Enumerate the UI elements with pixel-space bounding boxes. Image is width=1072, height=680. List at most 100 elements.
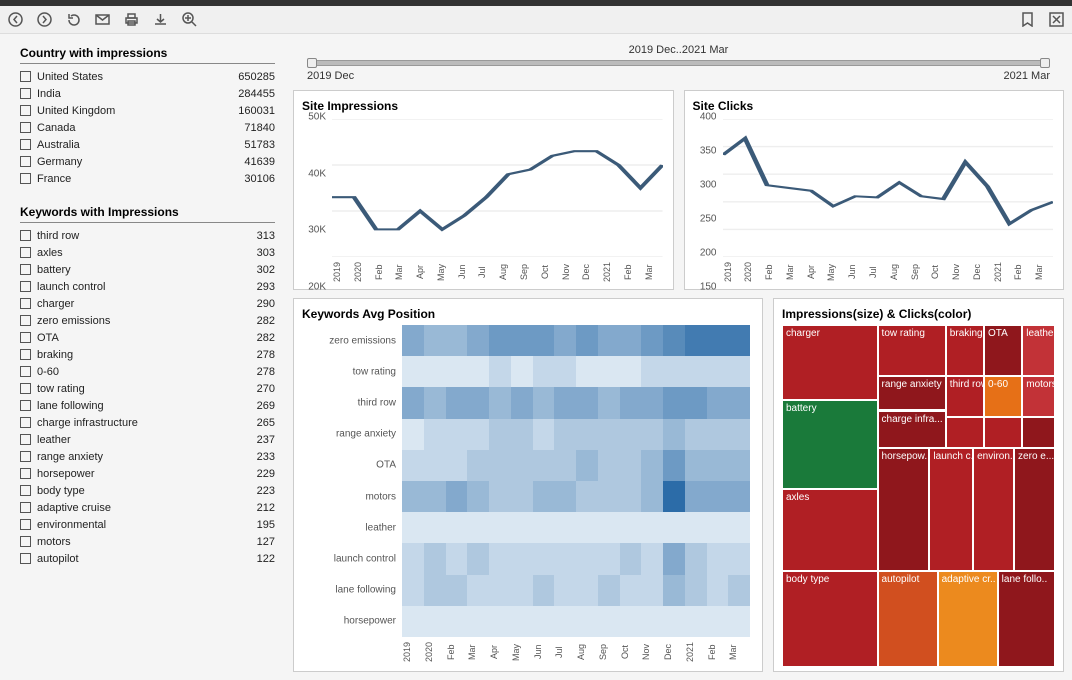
treemap-cell[interactable]: battery (782, 400, 878, 489)
refresh-icon[interactable] (66, 12, 81, 27)
country-row: France 30106 (20, 170, 275, 187)
country-value: 71840 (244, 122, 275, 134)
slider-handle-start[interactable] (307, 58, 317, 68)
country-value: 51783 (244, 139, 275, 151)
country-label: United Kingdom (37, 105, 238, 117)
treemap-cell[interactable] (984, 417, 1022, 448)
treemap-cell[interactable] (1022, 417, 1055, 448)
keyword-value: 313 (257, 230, 275, 242)
keyword-label: range anxiety (37, 451, 257, 463)
checkbox[interactable] (20, 349, 31, 360)
keyword-row: environmental 195 (20, 516, 275, 533)
download-icon[interactable] (153, 12, 168, 27)
treemap-cell[interactable]: range anxiety (878, 376, 946, 410)
treemap-cell[interactable]: braking (946, 325, 984, 376)
treemap-cell[interactable] (946, 417, 984, 448)
keyword-row: zero emissions 282 (20, 312, 275, 329)
keyword-label: axles (37, 247, 257, 259)
checkbox[interactable] (20, 451, 31, 462)
treemap-cell[interactable]: zero e... (1014, 448, 1055, 571)
country-row: United Kingdom 160031 (20, 102, 275, 119)
keyword-label: zero emissions (37, 315, 257, 327)
checkbox[interactable] (20, 417, 31, 428)
treemap-cell[interactable]: third row (946, 376, 984, 417)
treemap-title: Impressions(size) & Clicks(color) (782, 307, 1055, 321)
checkbox[interactable] (20, 122, 31, 133)
checkbox[interactable] (20, 400, 31, 411)
checkbox[interactable] (20, 298, 31, 309)
treemap-cell[interactable]: leather (1022, 325, 1055, 376)
keyword-value: 269 (257, 400, 275, 412)
heatmap-title: Keywords Avg Position (302, 307, 754, 321)
checkbox[interactable] (20, 485, 31, 496)
checkbox[interactable] (20, 383, 31, 394)
slider-handle-end[interactable] (1040, 58, 1050, 68)
checkbox[interactable] (20, 264, 31, 275)
checkbox[interactable] (20, 173, 31, 184)
countries-title: Country with impressions (20, 46, 275, 64)
treemap-cell[interactable]: environ... (973, 448, 1014, 571)
checkbox[interactable] (20, 71, 31, 82)
keyword-label: autopilot (37, 553, 257, 565)
checkbox[interactable] (20, 230, 31, 241)
checkbox[interactable] (20, 536, 31, 547)
keyword-value: 270 (257, 383, 275, 395)
keyword-value: 229 (257, 468, 275, 480)
keyword-label: charge infrastructure (37, 417, 257, 429)
treemap-cell[interactable]: axles (782, 489, 878, 571)
keyword-label: braking (37, 349, 257, 361)
checkbox[interactable] (20, 366, 31, 377)
keyword-value: 293 (257, 281, 275, 293)
checkbox[interactable] (20, 281, 31, 292)
slider-label: 2019 Dec..2021 Mar (303, 44, 1054, 56)
checkbox[interactable] (20, 105, 31, 116)
keyword-row: OTA 282 (20, 329, 275, 346)
treemap-cell[interactable]: charger (782, 325, 878, 400)
clicks-panel: Site Clicks 15020025030035040020192020Fe… (684, 90, 1065, 290)
treemap-cell[interactable]: OTA (984, 325, 1022, 376)
date-slider: 2019 Dec..2021 Mar 2019 Dec 2021 Mar (293, 42, 1064, 82)
checkbox[interactable] (20, 315, 31, 326)
treemap-cell[interactable]: motors (1022, 376, 1055, 417)
country-row: Canada 71840 (20, 119, 275, 136)
checkbox[interactable] (20, 468, 31, 479)
keyword-value: 290 (257, 298, 275, 310)
checkbox[interactable] (20, 332, 31, 343)
treemap-cell[interactable]: body type (782, 571, 878, 667)
country-value: 284455 (238, 88, 275, 100)
keyword-row: charger 290 (20, 295, 275, 312)
keyword-value: 265 (257, 417, 275, 429)
keyword-value: 302 (257, 264, 275, 276)
keyword-label: 0-60 (37, 366, 257, 378)
treemap-cell[interactable]: autopilot (878, 571, 938, 667)
checkbox[interactable] (20, 139, 31, 150)
country-row: Germany 41639 (20, 153, 275, 170)
keyword-row: range anxiety 233 (20, 448, 275, 465)
treemap-cell[interactable]: 0-60 (984, 376, 1022, 417)
close-icon[interactable] (1049, 12, 1064, 27)
checkbox[interactable] (20, 247, 31, 258)
country-label: Australia (37, 139, 244, 151)
treemap-cell[interactable]: lane follo.. (998, 571, 1055, 667)
zoom-in-icon[interactable] (182, 12, 197, 27)
forward-icon[interactable] (37, 12, 52, 27)
checkbox[interactable] (20, 519, 31, 530)
treemap-panel: Impressions(size) & Clicks(color) charge… (773, 298, 1064, 672)
back-icon[interactable] (8, 12, 23, 27)
treemap-cell[interactable]: tow rating (878, 325, 946, 376)
bookmark-icon[interactable] (1020, 12, 1035, 27)
mail-icon[interactable] (95, 12, 110, 27)
treemap-cell[interactable]: adaptive cr.. (938, 571, 998, 667)
treemap-cell[interactable]: launch c.. (929, 448, 973, 571)
checkbox[interactable] (20, 88, 31, 99)
print-icon[interactable] (124, 12, 139, 27)
checkbox[interactable] (20, 502, 31, 513)
treemap-cell[interactable]: charge infra... (878, 411, 946, 449)
checkbox[interactable] (20, 156, 31, 167)
keyword-label: motors (37, 536, 257, 548)
treemap-cell[interactable]: horsepow... (878, 448, 930, 571)
clicks-title: Site Clicks (693, 99, 1056, 113)
checkbox[interactable] (20, 434, 31, 445)
checkbox[interactable] (20, 553, 31, 564)
keyword-value: 127 (257, 536, 275, 548)
